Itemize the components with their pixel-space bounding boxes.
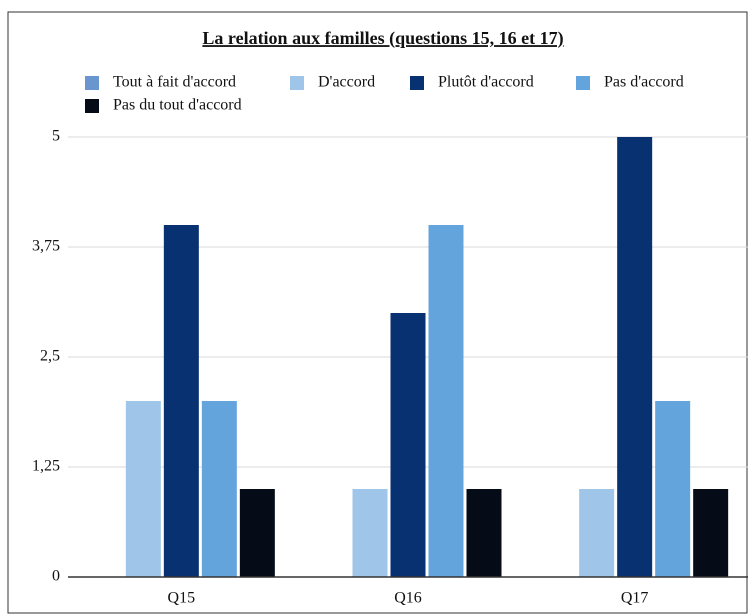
bar — [239, 489, 275, 577]
x-tick-label: Q17 — [621, 590, 649, 607]
bar — [466, 489, 502, 577]
bar — [201, 401, 237, 577]
legend-label: Pas d'accord — [604, 74, 684, 91]
bar — [163, 225, 199, 577]
legend-swatch — [85, 99, 99, 113]
legend-label: Pas du tout d'accord — [113, 97, 242, 114]
y-tick-label: 1,25 — [32, 458, 60, 475]
y-tick-label: 5 — [52, 128, 60, 145]
legend-swatch — [85, 76, 99, 90]
x-tick-label: Q15 — [168, 590, 196, 607]
chart-title: La relation aux familles (questions 15, … — [202, 28, 563, 49]
bar — [693, 489, 729, 577]
bar — [617, 137, 653, 577]
legend-label: Plutôt d'accord — [438, 74, 534, 91]
bar — [655, 401, 691, 577]
x-tick-label: Q16 — [394, 590, 422, 607]
legend-swatch — [576, 76, 590, 90]
y-tick-label: 2,5 — [40, 348, 60, 365]
bar — [125, 401, 161, 577]
legend-swatch — [410, 76, 424, 90]
bar — [390, 313, 426, 577]
y-tick-label: 0 — [52, 568, 60, 585]
bar — [352, 489, 388, 577]
legend-label: Tout à fait d'accord — [113, 74, 236, 91]
y-tick-label: 3,75 — [32, 238, 60, 255]
bar — [428, 225, 464, 577]
legend-label: D'accord — [318, 74, 375, 91]
bar — [579, 489, 615, 577]
legend-swatch — [290, 76, 304, 90]
